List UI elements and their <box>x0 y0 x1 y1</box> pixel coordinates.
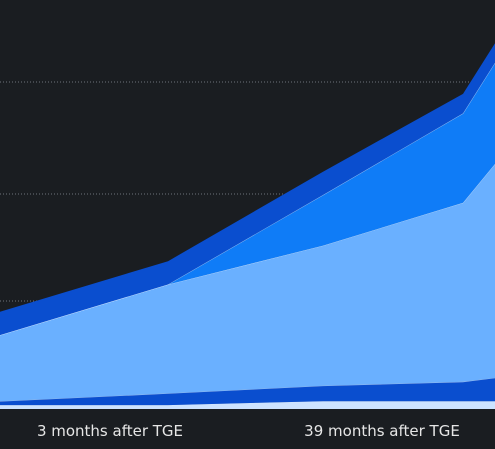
area-layer <box>0 43 495 409</box>
x-axis: 3 months after TGE 39 months after TGE <box>37 422 460 440</box>
area-series-3 <box>0 62 495 336</box>
x-tick-label: 39 months after TGE <box>304 422 460 440</box>
x-tick-label: 3 months after TGE <box>37 422 183 440</box>
area-series-0 <box>0 401 495 409</box>
area-series-4 <box>0 43 495 336</box>
area-series-2 <box>0 163 495 402</box>
